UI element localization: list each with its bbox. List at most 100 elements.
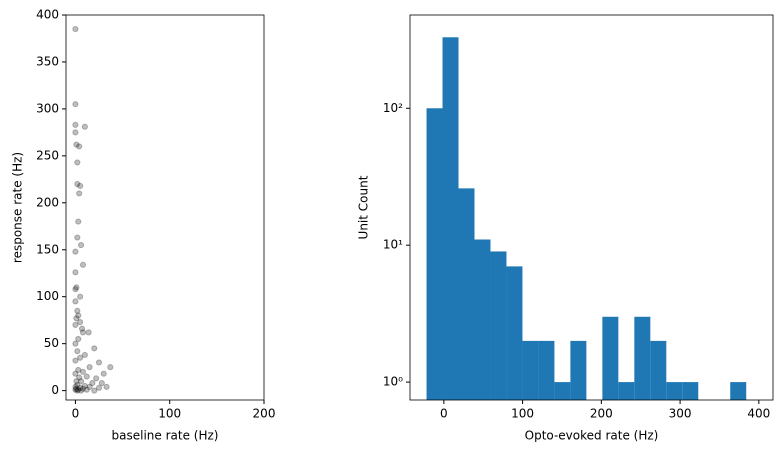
- x-tick-label: 0: [72, 407, 80, 421]
- point: [75, 335, 82, 343]
- axes-frame: [65, 14, 265, 401]
- bar: [618, 382, 635, 400]
- y-tick-label: 50: [44, 336, 59, 350]
- point: [74, 387, 81, 394]
- point: [73, 141, 80, 148]
- x-axis-label: Opto-evoked rate (Hz): [525, 429, 659, 443]
- point: [74, 234, 81, 241]
- point: [72, 383, 79, 390]
- x-tick-label: 100: [511, 407, 534, 421]
- point: [91, 345, 98, 352]
- point: [79, 368, 87, 375]
- point: [72, 298, 79, 305]
- point: [74, 159, 81, 166]
- y-tick-label: 150: [36, 242, 59, 256]
- x-axis-label: baseline rate (Hz): [112, 429, 219, 443]
- point: [107, 364, 114, 371]
- point: [79, 329, 87, 336]
- bar: [554, 382, 571, 400]
- y-tick-label: 10²: [383, 101, 403, 115]
- point: [77, 384, 84, 391]
- point: [72, 129, 79, 136]
- point: [72, 357, 79, 364]
- y-axis-label: response rate (Hz): [11, 152, 25, 263]
- point: [81, 351, 88, 359]
- point: [77, 293, 84, 300]
- point: [83, 373, 90, 380]
- point: [95, 359, 103, 366]
- y-tick-label: 250: [36, 148, 59, 162]
- bar: [570, 340, 587, 400]
- point: [85, 329, 92, 336]
- point: [76, 190, 83, 197]
- x-tick-label: 200: [590, 407, 613, 421]
- point: [77, 354, 84, 361]
- point: [72, 269, 79, 276]
- y-tick-label: 200: [36, 195, 59, 209]
- point: [81, 382, 88, 390]
- y-tick-label: 300: [36, 101, 59, 115]
- x-tick-label: 400: [747, 407, 770, 421]
- y-tick-label: 10⁰: [383, 375, 403, 389]
- bar: [490, 251, 507, 400]
- point: [72, 121, 79, 128]
- point: [98, 379, 105, 387]
- y-tick-label: 350: [36, 54, 59, 68]
- point: [77, 378, 85, 385]
- x-tick-label: 200: [253, 407, 276, 421]
- bar: [634, 316, 651, 400]
- point: [72, 386, 79, 393]
- bar: [426, 108, 443, 400]
- y-tick-label: 100: [36, 289, 59, 303]
- point: [79, 385, 87, 392]
- bar: [538, 340, 555, 400]
- point: [72, 340, 79, 347]
- point: [86, 364, 93, 371]
- point: [74, 307, 81, 314]
- y-tick-label: 10¹: [383, 238, 403, 252]
- y-tick-label: 400: [36, 8, 59, 22]
- point: [72, 248, 79, 255]
- point: [100, 370, 107, 377]
- bar: [650, 340, 667, 400]
- point: [77, 318, 84, 326]
- point: [103, 383, 110, 390]
- point: [76, 374, 83, 381]
- point: [73, 385, 80, 392]
- x-tick-label: 100: [158, 407, 181, 421]
- bar: [506, 266, 523, 400]
- bar: [682, 382, 699, 400]
- point: [73, 378, 80, 385]
- bar: [522, 340, 539, 400]
- bar: [474, 239, 491, 400]
- bar: [602, 316, 619, 400]
- point: [72, 321, 79, 328]
- point: [78, 325, 86, 332]
- point: [73, 315, 80, 322]
- x-tick-label: 300: [669, 407, 692, 421]
- point: [79, 261, 87, 268]
- point: [75, 386, 82, 393]
- y-axis-label: Unit Count: [357, 175, 371, 239]
- y-tick-label: 0: [51, 383, 59, 397]
- bar: [458, 188, 475, 400]
- point: [75, 366, 82, 374]
- point: [91, 387, 98, 394]
- point: [74, 180, 81, 188]
- point: [93, 375, 100, 382]
- point: [75, 312, 82, 319]
- point: [72, 101, 79, 108]
- point: [83, 386, 90, 393]
- bar: [666, 382, 683, 400]
- point: [76, 143, 83, 150]
- point: [77, 387, 85, 394]
- point: [75, 218, 82, 225]
- point: [95, 384, 103, 391]
- point: [72, 25, 79, 33]
- axes-frame: [409, 14, 774, 401]
- point: [77, 182, 84, 190]
- point: [72, 286, 79, 293]
- point: [89, 379, 96, 387]
- point: [74, 381, 81, 389]
